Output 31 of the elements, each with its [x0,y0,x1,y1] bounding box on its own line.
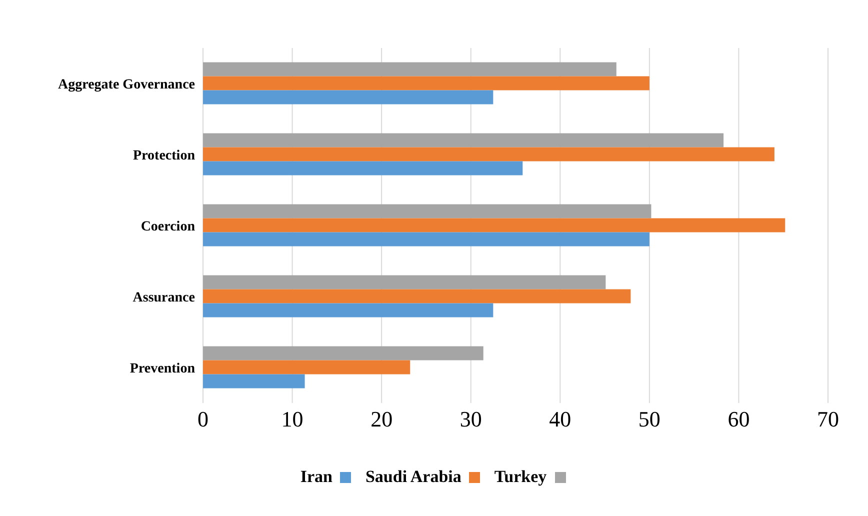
bar [203,232,650,246]
y-tick-label: Assurance [132,290,195,306]
x-tick-label: 30 [460,406,482,432]
legend-label: Saudi Arabia [365,467,462,487]
bar [203,303,494,318]
x-tick-label: 40 [549,406,572,432]
x-tick-label: 50 [638,406,660,432]
y-tick-label: Protection [133,148,196,164]
x-tick-label: 0 [198,406,208,432]
bar [203,161,523,176]
y-tick-label: Prevention [130,361,196,376]
x-tick-label: 10 [281,406,304,432]
bar [203,62,616,76]
bar [203,374,305,388]
legend-label: Turkey [494,467,547,487]
bar [203,218,786,232]
bar [203,147,774,162]
bar [203,90,494,104]
bar [203,289,631,304]
bar [203,204,652,218]
bar [203,275,606,290]
y-tick-label: Coercion [140,219,196,234]
x-tick-label: 70 [817,406,839,432]
bar [203,360,410,374]
bar [203,133,724,148]
legend-label: Iran [300,467,332,487]
x-tick-label: 60 [728,406,750,432]
bar [203,346,484,360]
x-tick-label: 20 [370,406,393,432]
y-tick-label: Aggregate Governance [58,77,195,92]
bar [203,76,650,90]
